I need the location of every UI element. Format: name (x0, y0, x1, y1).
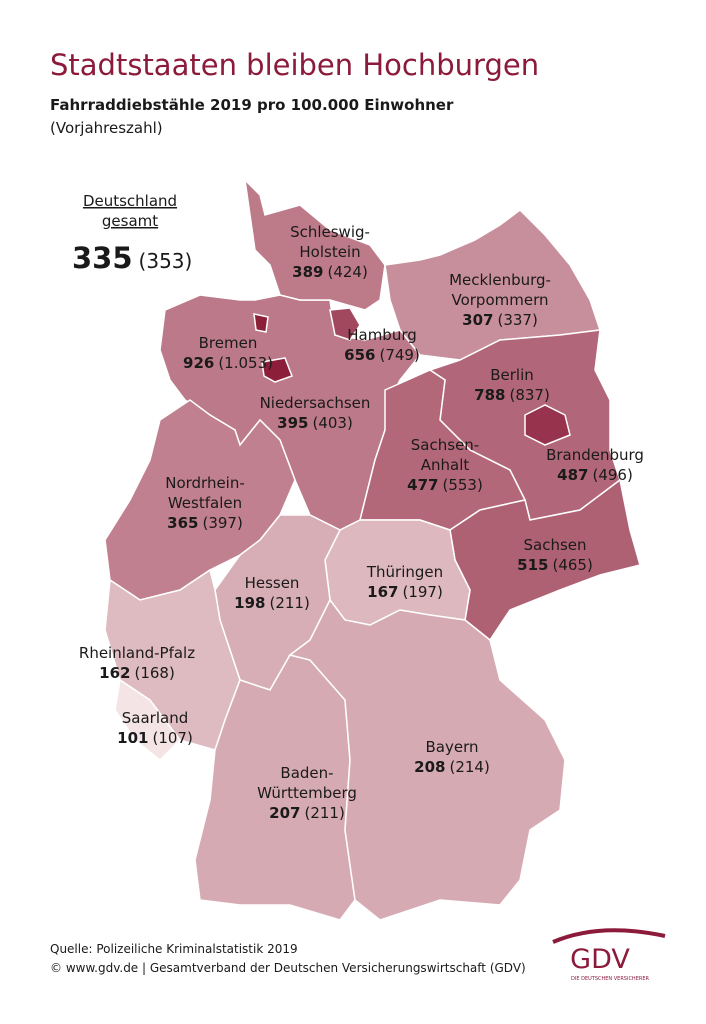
credit: © www.gdv.de | Gesamtverband der Deutsch… (50, 961, 526, 975)
state-values: 389 (424) (292, 263, 368, 281)
state-values: 167 (197) (367, 583, 443, 601)
state-value: 477 (407, 476, 438, 494)
state-name: Vorpommern (451, 291, 548, 309)
state-value: 788 (474, 386, 505, 404)
state-values: 365 (397) (167, 514, 243, 532)
state-shape (288, 598, 566, 921)
state-shape (524, 404, 571, 446)
state-previous: (837) (509, 386, 549, 404)
state-previous: (168) (134, 664, 174, 682)
state-value: 395 (277, 414, 308, 432)
state-previous: (553) (442, 476, 482, 494)
state-value: 515 (517, 556, 548, 574)
state-name: Bayern (426, 738, 479, 756)
previous: (353) (139, 249, 193, 273)
state-name: Anhalt (421, 456, 470, 474)
note: (Vorjahreszahl) (50, 119, 163, 137)
state-values: 477 (553) (407, 476, 483, 494)
state-previous: (211) (269, 594, 309, 612)
state-name: Nordrhein- (165, 474, 245, 492)
state-value: 487 (557, 466, 588, 484)
state-value: 207 (269, 804, 300, 822)
state-previous: (397) (202, 514, 242, 532)
state-shape (114, 678, 181, 762)
state-value: 208 (414, 758, 445, 776)
state-name: Württemberg (257, 784, 357, 802)
state-name: Holstein (299, 243, 360, 261)
logo-tagline: DIE DEUTSCHEN VERSICHERER (571, 976, 649, 982)
state-name: Sachsen (523, 536, 586, 554)
state-values: 487 (496) (557, 466, 633, 484)
state-previous: (749) (379, 346, 419, 364)
state-values: 307 (337) (462, 311, 538, 329)
state-name: Bremen (199, 334, 258, 352)
state-name: Berlin (490, 366, 534, 384)
state-shape (329, 307, 361, 341)
state-values: 788 (837) (474, 386, 550, 404)
state-name: Niedersachsen (260, 394, 371, 412)
labels: Schleswig- Holstein 389 (424) Hamburg 656 (749… (79, 223, 644, 822)
state-value: 656 (344, 346, 375, 364)
state-value: 162 (99, 664, 130, 682)
logo-arc (552, 928, 666, 944)
map (104, 177, 641, 921)
state-value: 101 (117, 729, 148, 747)
national-label: gesamt (102, 212, 158, 230)
state-name: Sachsen- (411, 436, 479, 454)
state-values: 198 (211) (234, 594, 310, 612)
state-name: Baden- (280, 764, 333, 782)
state-previous: (403) (312, 414, 352, 432)
state-previous: (465) (552, 556, 592, 574)
state-name: Saarland (122, 709, 188, 727)
state-shape (253, 313, 293, 383)
state-previous: (1.053) (218, 354, 273, 372)
state-value: 389 (292, 263, 323, 281)
state-values: 926 (1.053) (183, 354, 273, 372)
logo: GDV (570, 944, 630, 975)
state-value: 167 (367, 583, 398, 601)
state-shape (384, 209, 602, 361)
national-label: Deutschland (83, 192, 177, 210)
state-previous: (107) (152, 729, 192, 747)
value: 335 (72, 241, 133, 275)
state-value: 198 (234, 594, 265, 612)
state-previous: (197) (402, 583, 442, 601)
state-name: Rheinland-Pfalz (79, 644, 195, 662)
state-values: 515 (465) (517, 556, 593, 574)
state-name: Hamburg (347, 326, 417, 344)
state-previous: (337) (497, 311, 537, 329)
state-previous: (496) (592, 466, 632, 484)
subtitle: Fahrraddiebstähle 2019 pro 100.000 Einwo… (50, 96, 454, 114)
title: Stadtstaaten bleiben Hochburgen (50, 48, 539, 82)
state-values: 162 (168) (99, 664, 175, 682)
state-values: 395 (403) (277, 414, 353, 432)
national-value: 335 (353) (72, 241, 192, 275)
state-values: 208 (214) (414, 758, 490, 776)
state-value: 926 (183, 354, 214, 372)
state-shape (243, 177, 386, 311)
state-values: 207 (211) (269, 804, 345, 822)
state-name: Brandenburg (546, 446, 644, 464)
state-name: Hessen (245, 574, 300, 592)
source: Quelle: Polizeiliche Kriminalstatistik 2… (50, 942, 298, 956)
state-values: 656 (749) (344, 346, 420, 364)
state-values: 101 (107) (117, 729, 193, 747)
state-previous: (214) (449, 758, 489, 776)
state-previous: (211) (304, 804, 344, 822)
state-value: 365 (167, 514, 198, 532)
state-name: Mecklenburg- (449, 271, 551, 289)
state-value: 307 (462, 311, 493, 329)
state-name: Westfalen (168, 494, 242, 512)
state-name: Thüringen (366, 563, 443, 581)
state-name: Schleswig- (290, 223, 370, 241)
state-previous: (424) (327, 263, 367, 281)
